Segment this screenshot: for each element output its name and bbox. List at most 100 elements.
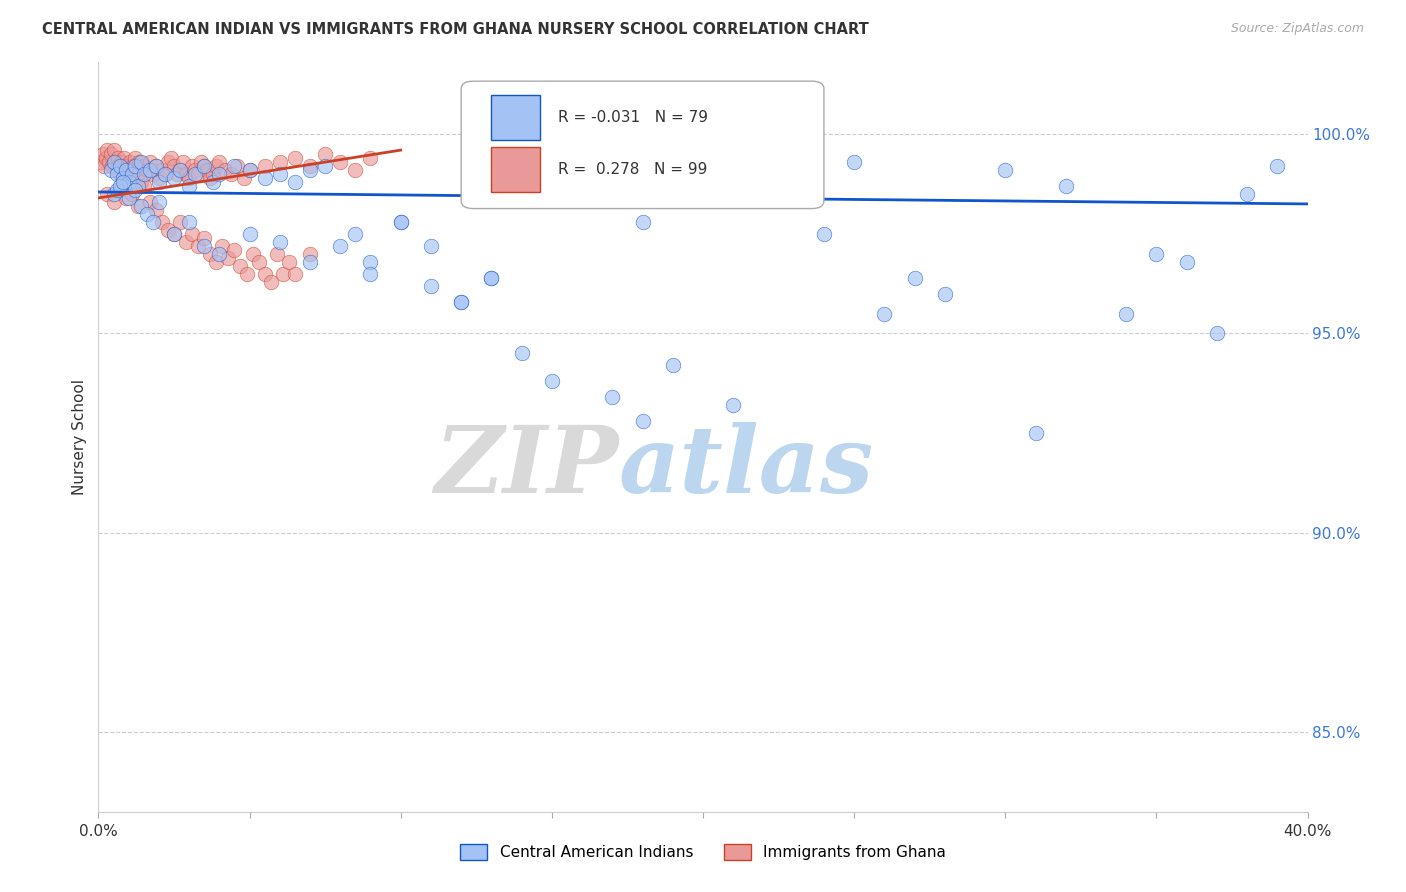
Point [481, 270, 503, 285]
Point [121, 171, 143, 186]
Point [111, 171, 134, 186]
Point [90, 155, 112, 169]
Point [208, 167, 231, 181]
Point [100, 147, 122, 161]
Point [934, 286, 956, 301]
Point [360, 151, 382, 165]
Point [229, 259, 252, 273]
Point [103, 194, 125, 209]
Point [481, 270, 503, 285]
Point [214, 163, 236, 178]
Point [284, 267, 307, 281]
Point [91, 147, 114, 161]
Point [420, 278, 443, 293]
Point [190, 155, 212, 169]
Point [247, 254, 270, 268]
Point [360, 267, 382, 281]
Point [1206, 326, 1229, 341]
Point [148, 175, 170, 189]
Point [153, 167, 176, 181]
Text: 0.0%: 0.0% [79, 823, 118, 838]
Point [179, 179, 201, 194]
Text: Source: ZipAtlas.com: Source: ZipAtlas.com [1230, 22, 1364, 36]
Point [205, 254, 228, 268]
Point [723, 398, 745, 412]
Point [360, 254, 382, 268]
Point [129, 175, 152, 189]
Text: CENTRAL AMERICAN INDIAN VS IMMIGRANTS FROM GHANA NURSERY SCHOOL CORRELATION CHAR: CENTRAL AMERICAN INDIAN VS IMMIGRANTS FR… [42, 22, 869, 37]
Bar [492, 95, 540, 140]
Point [1115, 306, 1137, 320]
Point [994, 163, 1017, 178]
Point [156, 155, 179, 169]
Point [105, 163, 128, 178]
Point [111, 159, 134, 173]
Point [211, 239, 233, 253]
Point [110, 155, 132, 169]
Text: R = -0.031   N = 79: R = -0.031 N = 79 [558, 110, 707, 125]
Point [344, 227, 367, 241]
Point [269, 167, 291, 181]
Point [150, 215, 173, 229]
Point [217, 251, 239, 265]
Point [1146, 246, 1168, 260]
Point [174, 167, 197, 181]
Point [120, 155, 142, 169]
Point [103, 155, 125, 169]
Point [101, 159, 124, 173]
Point [98, 155, 121, 169]
Point [135, 163, 157, 178]
Point [153, 167, 176, 181]
Point [253, 159, 276, 173]
Point [179, 215, 201, 229]
Point [692, 175, 714, 189]
Point [200, 246, 222, 260]
Point [602, 390, 624, 404]
Point [1267, 159, 1289, 173]
Point [221, 167, 243, 181]
Legend: Central American Indians, Immigrants from Ghana: Central American Indians, Immigrants fro… [453, 837, 953, 868]
Point [193, 159, 215, 173]
Text: atlas: atlas [619, 422, 873, 512]
Point [314, 159, 336, 173]
Point [299, 246, 322, 260]
Point [269, 155, 291, 169]
Point [253, 267, 276, 281]
Point [132, 159, 155, 173]
Point [96, 186, 118, 201]
Point [132, 167, 155, 181]
Point [571, 159, 593, 173]
Point [260, 275, 283, 289]
Point [284, 175, 307, 189]
Point [135, 207, 157, 221]
Point [103, 143, 125, 157]
Point [181, 227, 204, 241]
Point [239, 163, 262, 178]
Point [420, 239, 443, 253]
Point [108, 179, 131, 194]
Point [389, 215, 412, 229]
Point [108, 167, 131, 181]
Point [124, 151, 146, 165]
Point [142, 167, 165, 181]
Point [139, 155, 162, 169]
Point [169, 163, 191, 178]
Point [540, 374, 562, 388]
Point [284, 151, 307, 165]
Point [118, 175, 141, 189]
Point [148, 171, 170, 186]
Point [103, 186, 125, 201]
Point [115, 159, 138, 173]
Point [253, 171, 276, 186]
Point [242, 246, 264, 260]
Point [195, 163, 218, 178]
Point [121, 167, 143, 181]
Point [145, 202, 167, 217]
Point [111, 175, 134, 189]
Point [129, 199, 152, 213]
Point [127, 199, 149, 213]
Point [127, 167, 149, 181]
Point [266, 246, 288, 260]
Bar [492, 147, 540, 192]
Point [166, 167, 188, 181]
